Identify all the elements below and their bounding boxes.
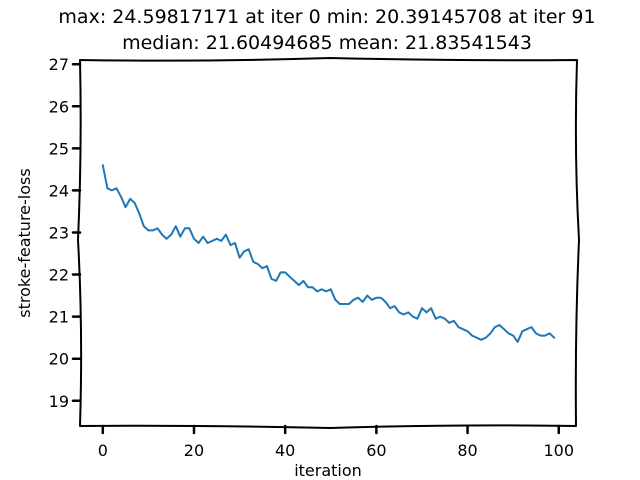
y-tick-label: 25 xyxy=(49,139,69,158)
plot-frame xyxy=(77,57,580,429)
series-line xyxy=(101,164,556,343)
y-tick-label: 22 xyxy=(49,266,69,285)
series-group xyxy=(101,164,556,343)
chart-title-line-2: median: 21.60494685 mean: 21.83541543 xyxy=(122,32,532,54)
y-tick-label: 20 xyxy=(49,350,69,369)
x-axis-ticks: 0 20 40 60 80 100 xyxy=(98,424,574,460)
y-tick-label: 19 xyxy=(49,392,69,411)
chart-title-line-1: max: 24.59817171 at iter 0 min: 20.39145… xyxy=(58,6,595,28)
x-tick-label: 100 xyxy=(543,441,574,460)
y-tick-label: 27 xyxy=(49,55,69,74)
x-tick-label: 40 xyxy=(275,441,295,460)
x-axis-label: iteration xyxy=(294,461,362,480)
y-tick-label: 26 xyxy=(49,97,69,116)
y-axis-label: stroke-feature-loss xyxy=(15,168,34,317)
x-tick-label: 0 xyxy=(98,441,108,460)
y-tick-label: 23 xyxy=(49,223,69,242)
y-tick-label: 21 xyxy=(49,308,69,327)
x-tick-label: 80 xyxy=(457,441,477,460)
x-tick-label: 60 xyxy=(366,441,386,460)
x-tick-label: 20 xyxy=(184,441,204,460)
y-tick-label: 24 xyxy=(49,181,69,200)
y-axis-ticks: 19 20 21 22 23 24 25 26 27 xyxy=(49,55,82,411)
